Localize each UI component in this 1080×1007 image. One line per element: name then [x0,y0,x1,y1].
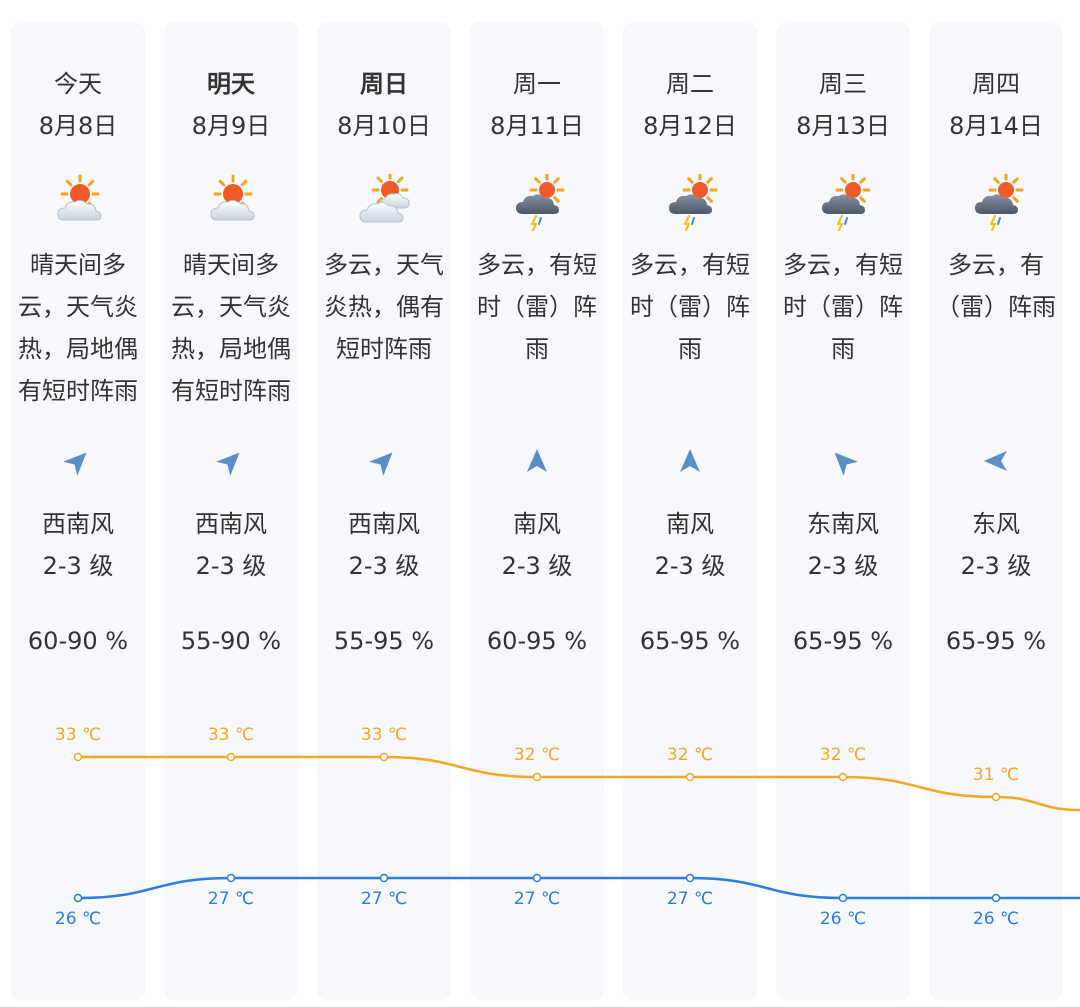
wind-direction: 西南风 [348,510,420,538]
day-date: 8月10日 [337,112,431,140]
wind-level: 2-3 级 [348,552,420,580]
wind-direction: 南风 [666,510,714,538]
low-temp-point [379,873,389,883]
humidity: 60-90 % [27,627,129,655]
forecast-day-6[interactable]: 周四 8月14日 多云，有（雷）阵雨 东风 2-3 级 65-95 % [929,22,1063,1000]
high-temp-label: 33 ℃ [208,725,254,745]
low-temp-label: 27 ℃ [361,889,407,909]
forecast-day-5[interactable]: 周三 8月13日 多云，有短时（雷）阵雨 东南风 2-3 级 65-95 % [776,22,910,1000]
day-date: 8月14日 [949,112,1043,140]
low-temp-label: 26 ℃ [55,909,101,929]
day-name: 周三 [819,70,867,98]
low-temp-point [838,893,848,903]
wind-direction-icon [680,449,700,472]
forecast-day-4[interactable]: 周二 8月12日 多云，有短时（雷）阵雨 南风 2-3 级 65-95 % [623,22,757,1000]
day-date: 8月9日 [191,112,271,140]
wind-level: 2-3 级 [807,552,879,580]
high-temp-point [73,752,83,762]
low-temp-label: 26 ℃ [973,909,1019,929]
forecast-day-3[interactable]: 周一 8月11日 多云，有短时（雷）阵雨 南风 2-3 级 60-95 % [470,22,604,1000]
forecast-day-2[interactable]: 周日 8月10日 多云，天气炎热，偶有短时阵雨 西南风 2-3 级 55-95 … [317,22,451,1000]
thunder-rain-icon [975,174,1024,232]
weather-description: 多云，有（雷）阵雨 [936,251,1056,321]
low-temp-label: 27 ℃ [514,889,560,909]
high-temp-label: 32 ℃ [820,745,866,765]
wind-direction: 东南风 [807,510,879,538]
wind-direction-icon [984,451,1007,471]
low-temp-point [226,873,236,883]
wind-direction-icon [527,449,547,472]
wind-direction-icon [369,452,393,476]
day-name: 今天 [54,70,102,98]
wind-direction-icon [834,452,858,476]
thunder-rain-icon [516,174,565,232]
wind-level: 2-3 级 [960,552,1032,580]
cloudy-sun-icon [359,174,410,223]
high-temp-point [685,772,695,782]
forecast-day-0[interactable]: 今天 8月8日 晴天间多云，天气炎热，局地偶有短时阵雨 西南风 2-3 级 60… [11,22,145,1000]
day-name: 周四 [972,70,1020,98]
high-temp-label: 31 ℃ [973,765,1019,785]
day-date: 8月11日 [490,112,584,140]
humidity: 65-95 % [945,627,1047,655]
sun-cloud-icon [57,174,102,221]
wind-direction-icon [216,452,240,476]
high-temp-label: 33 ℃ [55,725,101,745]
high-temp-point [991,792,1001,802]
weather-description: 多云，有短时（雷）阵雨 [477,251,597,363]
wind-level: 2-3 级 [501,552,573,580]
day-name: 周一 [513,70,561,98]
wind-direction: 南风 [513,510,561,538]
low-temp-point [991,893,1001,903]
humidity: 55-95 % [333,627,435,655]
high-temp-point [226,752,236,762]
weather-description: 晴天间多云，天气炎热，局地偶有短时阵雨 [18,251,138,405]
wind-level: 2-3 级 [195,552,267,580]
high-temp-label: 33 ℃ [361,725,407,745]
high-temp-label: 32 ℃ [514,745,560,765]
low-temp-point [73,893,83,903]
low-temp-label: 27 ℃ [208,889,254,909]
wind-level: 2-3 级 [654,552,726,580]
wind-direction: 东风 [972,510,1020,538]
low-temp-label: 27 ℃ [667,889,713,909]
wind-direction: 西南风 [42,510,114,538]
high-temp-point [379,752,389,762]
humidity: 65-95 % [792,627,894,655]
wind-direction-icon [63,452,87,476]
day-date: 8月13日 [796,112,890,140]
thunder-rain-icon [822,174,871,232]
weather-description: 晴天间多云，天气炎热，局地偶有短时阵雨 [171,251,291,405]
weather-description: 多云，天气炎热，偶有短时阵雨 [324,251,444,363]
wind-level: 2-3 级 [42,552,114,580]
day-date: 8月12日 [643,112,737,140]
humidity: 55-90 % [180,627,282,655]
day-name: 周二 [666,70,714,98]
forecast-day-1[interactable]: 明天 8月9日 晴天间多云，天气炎热，局地偶有短时阵雨 西南风 2-3 级 55… [164,22,298,1000]
high-temp-point [838,772,848,782]
high-temp-line [78,755,1080,812]
wind-direction: 西南风 [195,510,267,538]
thunder-rain-icon [669,174,718,232]
weather-description: 多云，有短时（雷）阵雨 [783,251,903,363]
day-date: 8月8日 [38,112,118,140]
low-temp-line [77,876,1080,900]
humidity: 60-95 % [486,627,588,655]
day-name: 周日 [360,70,408,98]
low-temp-label: 26 ℃ [820,909,866,929]
high-temp-label: 32 ℃ [667,745,713,765]
high-temp-point [532,772,542,782]
humidity: 65-95 % [639,627,741,655]
low-temp-point [532,873,542,883]
low-temp-point [685,873,695,883]
day-name: 明天 [207,70,255,98]
sun-cloud-icon [210,174,255,221]
weather-description: 多云，有短时（雷）阵雨 [630,251,750,363]
